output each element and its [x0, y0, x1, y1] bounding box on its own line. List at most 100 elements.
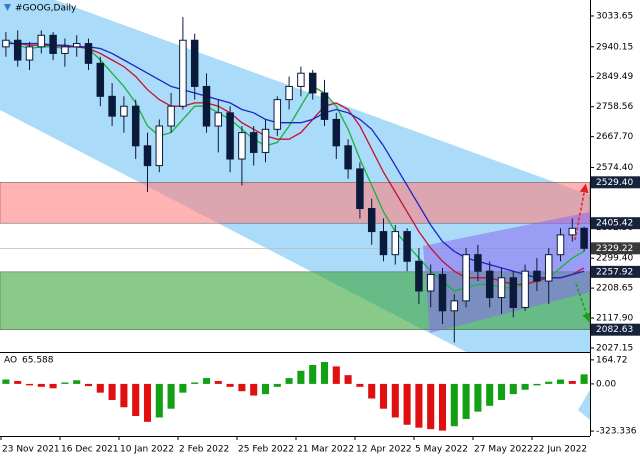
- ao-bar: [25, 383, 34, 386]
- x-tick-label: 5 May 2022: [415, 445, 468, 455]
- candle-body: [509, 277, 518, 308]
- candle-body: [521, 270, 529, 308]
- ao-bar: [368, 383, 376, 399]
- level-label: 2329.22: [596, 244, 633, 254]
- candle-body: [120, 105, 128, 117]
- candle-body: [285, 85, 293, 101]
- candles: [2, 17, 588, 343]
- x-tick-label: 27 May 2022: [474, 445, 533, 455]
- candle-body: [320, 92, 329, 120]
- ao-bar: [509, 383, 517, 395]
- level-box: [591, 176, 640, 189]
- level-label: 2405.42: [596, 219, 633, 229]
- x-tick-label: 10 Jan 2022: [120, 445, 174, 455]
- ao-bar: [391, 383, 399, 418]
- ao-bar: [521, 383, 529, 390]
- candle-body: [462, 254, 470, 302]
- candle-body: [214, 112, 223, 127]
- title-icon: [4, 4, 11, 11]
- moving-average: [5, 42, 585, 279]
- candle-body: [415, 260, 423, 292]
- level-box: [591, 242, 640, 255]
- ao-bar: [332, 366, 340, 384]
- candle-body: [190, 39, 199, 87]
- ao-bar: [474, 383, 482, 412]
- candle-body: [379, 231, 388, 256]
- ao-bar: [179, 383, 187, 393]
- ao-bar: [356, 383, 364, 387]
- ao-bar: [273, 383, 281, 387]
- axes: 3033.65 2940.15 2849.49 2758.56 2667.70 2574.…: [0, 11, 640, 455]
- ao-bar: [320, 362, 329, 384]
- candle-body: [167, 105, 175, 127]
- resistance-zone: [0, 182, 590, 224]
- candle-body: [450, 300, 459, 312]
- candle-body: [72, 43, 81, 48]
- ao-bar: [438, 383, 447, 431]
- main-pane: [0, 0, 590, 352]
- indicator-pane: [2, 362, 588, 431]
- candle-body: [131, 105, 140, 147]
- ao-bar: [202, 378, 211, 384]
- candle-body: [391, 231, 400, 256]
- level-label: 2082.63: [596, 325, 633, 335]
- ao-bar: [132, 383, 140, 417]
- x-tick-label: 22 Jun 2022: [533, 445, 587, 455]
- ao-bar: [580, 374, 588, 384]
- candle-body: [356, 168, 364, 209]
- indicator-value: 65.588: [22, 356, 54, 366]
- ao-bar: [143, 383, 152, 422]
- ao-bar: [309, 364, 317, 384]
- ao-bar: [2, 379, 10, 384]
- x-tick-label: 25 Feb 2022: [238, 445, 294, 455]
- candle-body: [485, 270, 494, 299]
- candle-body: [556, 234, 565, 256]
- x-tick-label: 2 Feb 2022: [179, 445, 229, 455]
- candle-body: [13, 39, 22, 61]
- candle-body: [332, 118, 341, 147]
- ao-bar: [556, 379, 565, 384]
- candle-body: [143, 145, 152, 167]
- level-box: [591, 217, 640, 230]
- ao-tick-label: 0.00: [596, 379, 616, 389]
- trend-channel-tail: [578, 390, 590, 420]
- ao-bar: [61, 382, 69, 384]
- ao-bar: [297, 370, 305, 384]
- ao-bar: [450, 383, 458, 427]
- y-tick-label: 2940.15: [596, 42, 633, 52]
- ao-bar: [403, 383, 411, 425]
- y-tick-label: 2758.56: [596, 102, 633, 112]
- ao-bar: [14, 380, 22, 384]
- candle-body: [49, 34, 57, 54]
- ao-bar: [191, 382, 199, 384]
- ao-bar: [568, 380, 576, 384]
- candle-body: [426, 273, 435, 292]
- y-tick-label: 2027.15: [596, 343, 633, 353]
- candle-body: [297, 72, 305, 87]
- ao-bar: [533, 383, 541, 386]
- y-tick-label: 2117.90: [596, 314, 633, 324]
- ao-bar: [462, 383, 470, 419]
- candle-body: [238, 132, 246, 160]
- indicator-name: AO: [4, 356, 17, 366]
- y-tick-label: 3033.65: [596, 11, 633, 21]
- candle-body: [2, 39, 10, 48]
- ao-bar: [427, 383, 435, 430]
- ao-bar: [84, 383, 93, 387]
- level-box: [591, 265, 640, 278]
- ao-bar: [73, 380, 81, 384]
- ao-bar: [486, 383, 494, 406]
- y-tick-label: 2667.70: [596, 132, 633, 142]
- candle-body: [497, 277, 506, 299]
- ao-bar: [344, 375, 352, 384]
- candle-body: [61, 46, 69, 54]
- y-tick-label: 2208.65: [596, 284, 633, 294]
- candle-body: [568, 227, 577, 236]
- candle-body: [202, 85, 211, 127]
- candle-body: [249, 132, 258, 153]
- candle-body: [438, 273, 447, 312]
- ao-bar: [37, 383, 45, 387]
- ao-bar: [155, 383, 163, 418]
- candle-body: [308, 72, 317, 94]
